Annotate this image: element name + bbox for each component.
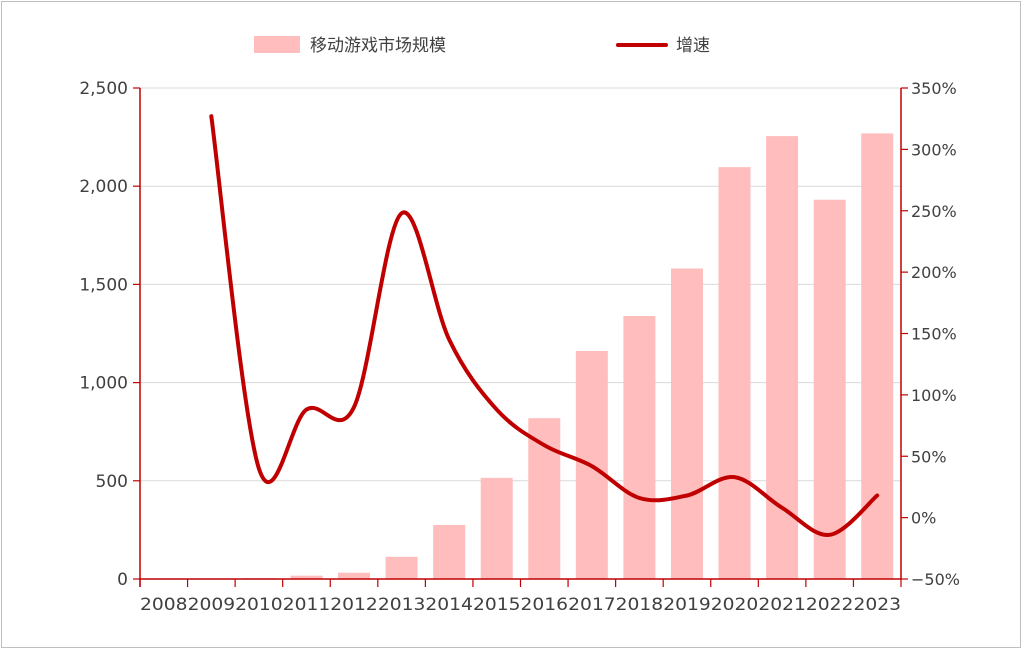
left-y-tick-label: 0 [117,570,128,590]
left-y-tick-label: 2,000 [79,177,128,197]
left-y-tick-label: 1,000 [79,374,128,394]
legend-line-label: 增速 [676,36,710,56]
right-y-tick-label: 50% [911,447,947,466]
bar [338,573,370,579]
x-tick-label: 2013 [378,595,426,615]
x-tick-label: 2016 [521,595,569,615]
bar [528,418,560,579]
bar [671,268,703,579]
x-tick-label: 2022 [806,595,854,615]
bar [766,136,798,579]
bar [719,167,751,579]
x-tick-label: 2019 [663,595,711,615]
right-y-tick-label: 150% [911,325,957,344]
right-y-tick-label: 300% [911,140,957,159]
left-y-tick-label: 1,500 [79,275,128,295]
x-tick-label: 2011 [283,595,331,615]
right-y-tick-label: 250% [911,202,957,221]
bar [623,316,655,579]
x-tick-label: 2017 [568,595,616,615]
x-tick-label: 2014 [425,595,473,615]
x-tick-label: 2009 [188,595,236,615]
x-tick-label: 2018 [616,595,664,615]
right-y-tick-label: 200% [911,263,957,282]
bar [386,557,418,579]
right-y-axis-ticks: −50% 0% 50% 100% 150% 200% 250% 300% 350% [901,79,960,589]
x-tick-label: 2012 [330,595,378,615]
right-y-tick-label: 0% [911,509,936,528]
x-tick-label: 2015 [473,595,521,615]
bar-series [148,133,893,579]
right-y-tick-label: −50% [911,570,960,589]
x-tick-label: 2023 [853,595,901,615]
bar [481,478,513,579]
left-y-tick-label: 500 [96,472,128,492]
right-y-tick-label: 350% [911,79,957,98]
legend: 移动游戏市场规模 增速 [254,36,710,56]
bar [433,525,465,579]
legend-bar-label: 移动游戏市场规模 [310,36,446,56]
left-y-axis-ticks: 0 500 1,000 1,500 2,000 2,500 [79,79,140,590]
x-tick-label: 2008 [140,595,188,615]
left-y-tick-label: 2,500 [79,79,128,99]
bar [861,133,893,579]
legend-bar-swatch [254,36,300,53]
bar [814,200,846,579]
right-y-tick-label: 100% [911,386,957,405]
x-tick-label: 2021 [758,595,806,615]
x-tick-label: 2010 [235,595,283,615]
x-tick-label: 2020 [711,595,759,615]
